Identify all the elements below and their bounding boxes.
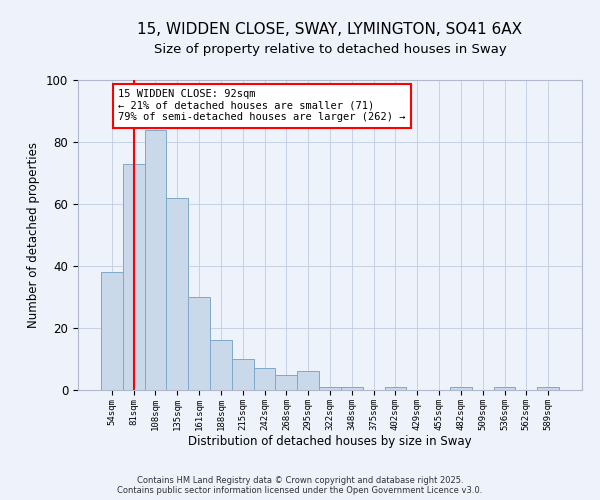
Bar [297,372,319,390]
Bar [188,297,210,390]
Bar [145,130,166,390]
Text: 15 WIDDEN CLOSE: 92sqm
← 21% of detached houses are smaller (71)
79% of semi-det: 15 WIDDEN CLOSE: 92sqm ← 21% of detached… [118,90,406,122]
Y-axis label: Number of detached properties: Number of detached properties [28,142,40,328]
Text: 15, WIDDEN CLOSE, SWAY, LYMINGTON, SO41 6AX: 15, WIDDEN CLOSE, SWAY, LYMINGTON, SO41 … [137,22,523,38]
Bar [450,387,472,390]
Bar [319,387,341,390]
Bar [166,198,188,390]
Bar [254,368,275,390]
Bar [210,340,232,390]
Bar [385,387,406,390]
Bar [232,359,254,390]
Bar [275,374,297,390]
X-axis label: Distribution of detached houses by size in Sway: Distribution of detached houses by size … [188,436,472,448]
Text: Contains HM Land Registry data © Crown copyright and database right 2025.
Contai: Contains HM Land Registry data © Crown c… [118,476,482,495]
Bar [341,387,363,390]
Bar [537,387,559,390]
Bar [101,272,123,390]
Bar [123,164,145,390]
Bar [494,387,515,390]
Text: Size of property relative to detached houses in Sway: Size of property relative to detached ho… [154,42,506,56]
